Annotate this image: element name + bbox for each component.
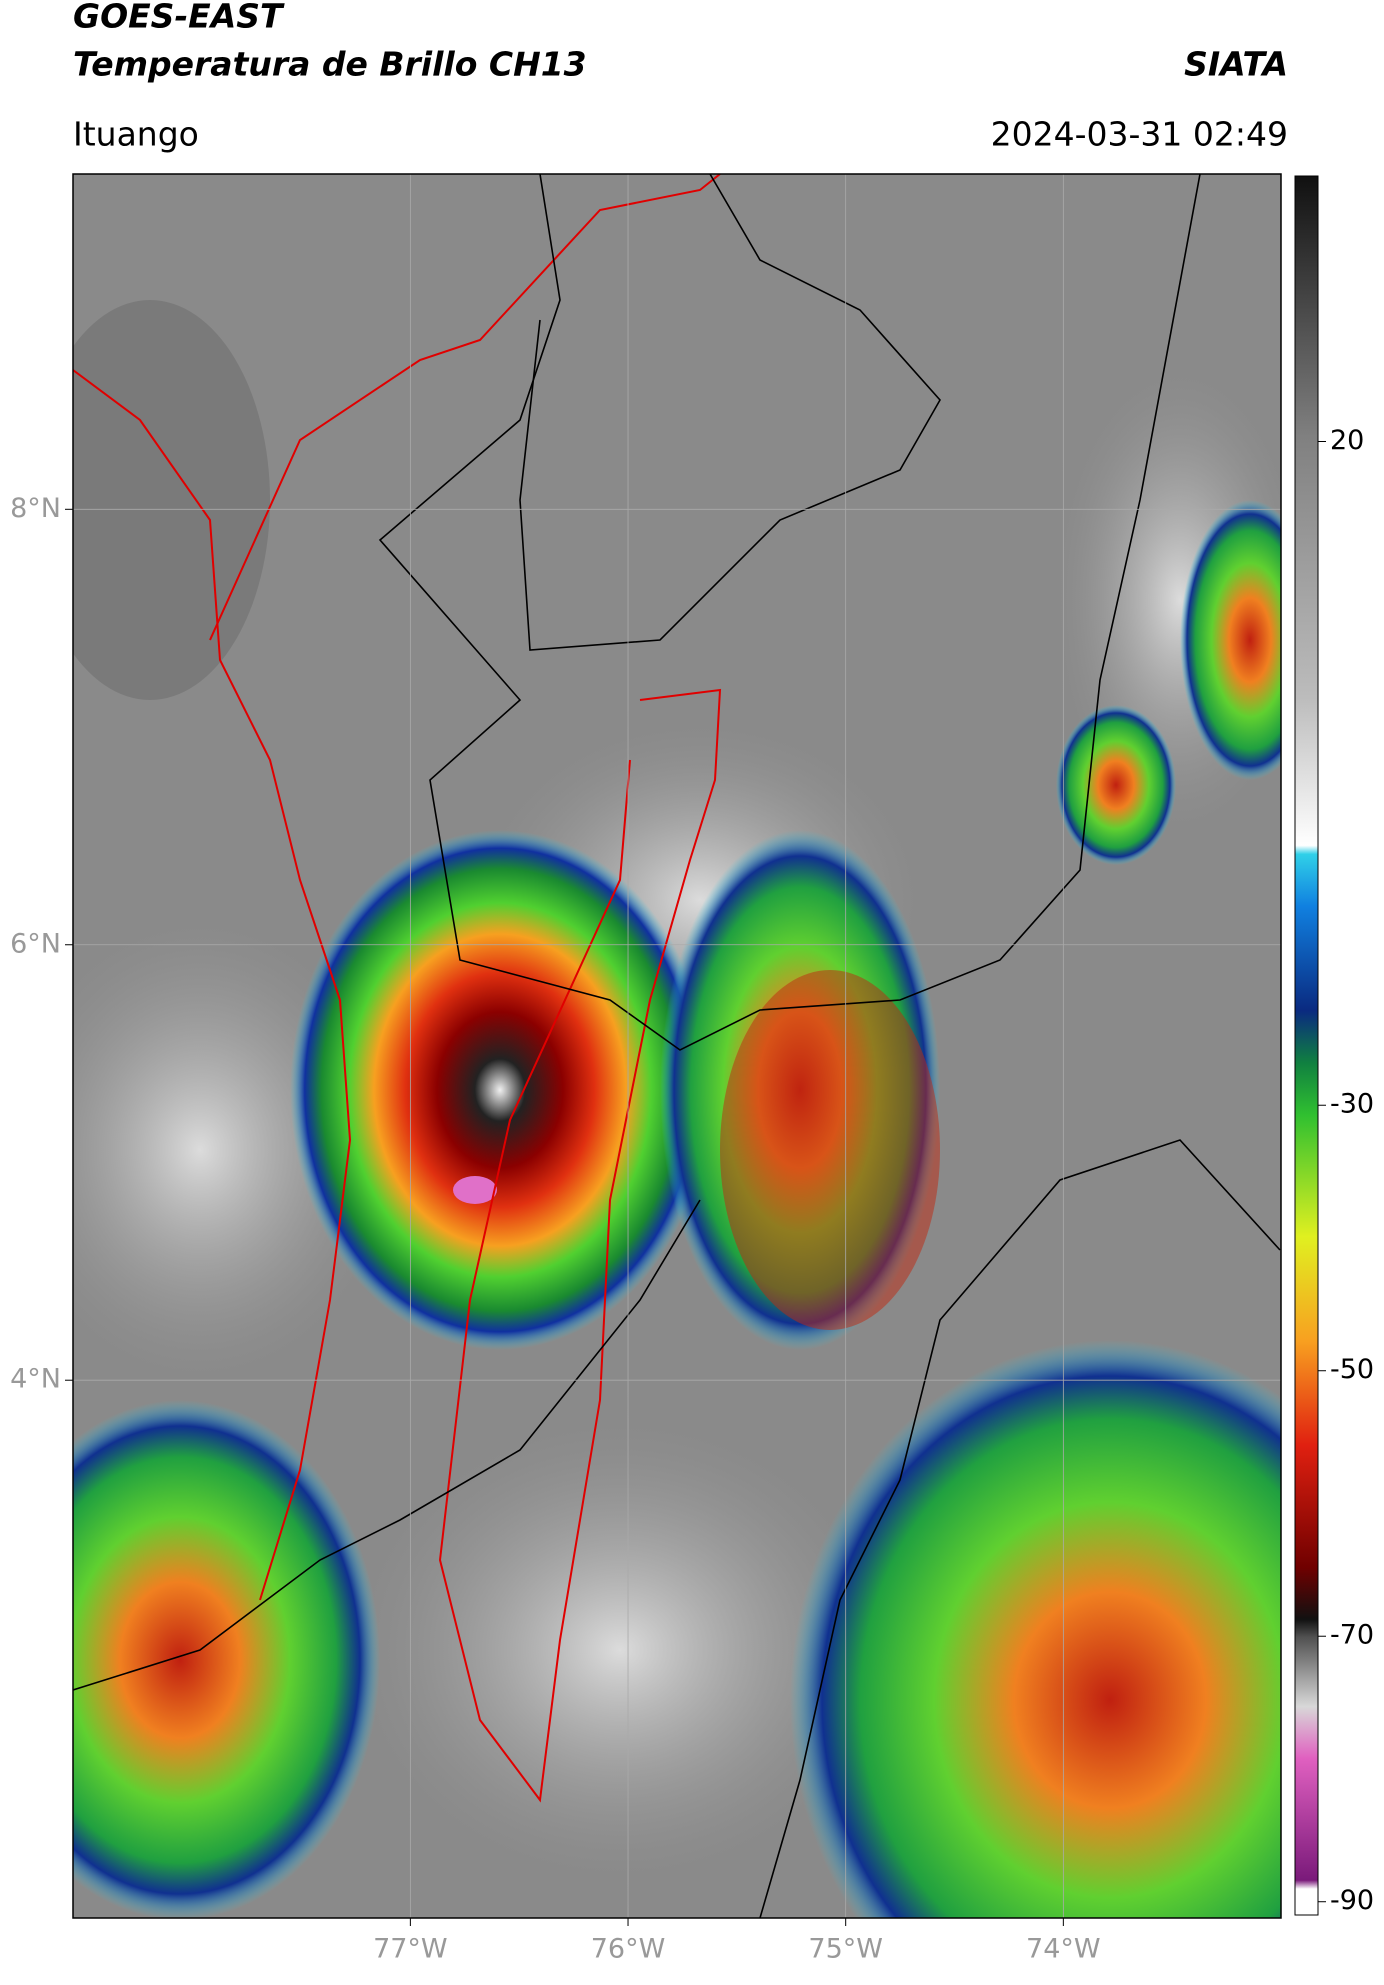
colorbar-tick-label: -50 <box>1330 1354 1374 1385</box>
colorbar-tick-label: 20 <box>1330 425 1364 456</box>
map-frame <box>72 173 1282 1919</box>
colorbar-tick-label: -90 <box>1330 1885 1374 1916</box>
colorbar-tick-label: -30 <box>1330 1089 1374 1120</box>
satellite-image <box>73 174 1281 1918</box>
timestamp: 2024-03-31 02:49 <box>991 115 1288 154</box>
lat-tick-label: 6°N <box>10 928 61 959</box>
lon-tick-label: 74°W <box>1026 1934 1101 1965</box>
lon-tick-label: 77°W <box>373 1934 448 1965</box>
colorbar <box>1294 175 1319 1916</box>
agency: SIATA <box>1184 45 1288 84</box>
colorbar-tick-label: -70 <box>1330 1620 1374 1651</box>
lon-tick-label: 76°W <box>591 1934 666 1965</box>
title: GOES-EAST <box>73 0 285 36</box>
lat-tick-label: 4°N <box>10 1364 61 1395</box>
lon-tick-label: 75°W <box>808 1934 883 1965</box>
lat-tick-label: 8°N <box>10 493 61 524</box>
subtitle: Temperatura de Brillo CH13 <box>73 45 587 84</box>
location: Ituango <box>73 115 199 154</box>
